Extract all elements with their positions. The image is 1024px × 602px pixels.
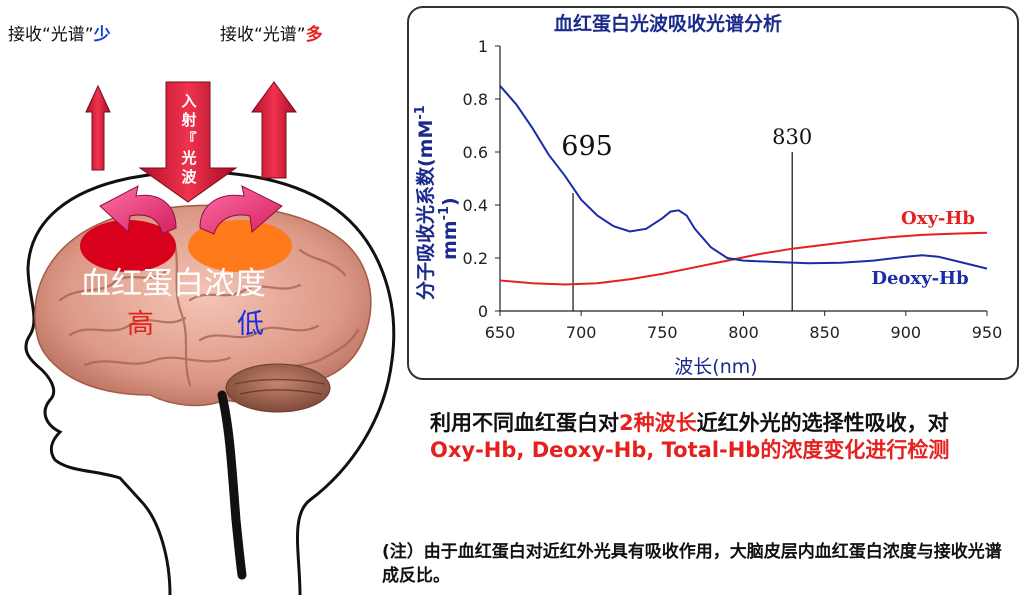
incident-char: 射 <box>181 111 197 129</box>
wavelength-marker-label: 830 <box>772 125 812 149</box>
hemoglobin-concentration-label: 血红蛋白浓度 <box>80 266 266 302</box>
y-axis-label-line2: mm-1) <box>437 197 461 260</box>
chart-marks: 695 830 Oxy-Hb Deoxy-Hb <box>499 85 988 311</box>
emitted-light-arrow-right <box>251 81 297 179</box>
label-emph-low: 少 <box>93 25 111 45</box>
description-part: 利用不同血红蛋白对 <box>430 411 619 435</box>
emitted-light-arrow-left <box>85 84 111 171</box>
incident-light-label: 入 射 『 光 波 <box>178 92 200 187</box>
series-label-deoxy-hb: Deoxy-Hb <box>871 268 968 289</box>
wavelength-marker-label: 695 <box>561 131 613 162</box>
label-receive-low: 接收“光谱”少 <box>8 20 111 45</box>
y-axis-label-text: 分子吸收光系数(mM <box>414 120 437 300</box>
y-tick-label: 0.4 <box>463 196 488 215</box>
label-prefix: 接收“光谱” <box>220 25 306 45</box>
label-prefix: 接收“光谱” <box>8 25 94 45</box>
label-receive-high: 接收“光谱”多 <box>220 20 323 45</box>
y-axis-label-sup: -1 <box>437 206 452 220</box>
high-concentration-area <box>80 220 176 272</box>
description-emph: 2种波长 <box>619 411 697 435</box>
incident-char: 光 <box>181 149 197 167</box>
x-tick-label: 900 <box>891 323 922 342</box>
chart-title: 血红蛋白光波吸收光谱分析 <box>554 12 782 35</box>
incident-char: 入 <box>181 92 197 110</box>
y-axis-label-line1: 分子吸收光系数(mM-1 <box>413 105 437 300</box>
description-text: 利用不同血红蛋白对2种波长近红外光的选择性吸收，对 Oxy-Hb, Deoxy-H… <box>430 410 1000 464</box>
x-tick-label: 950 <box>972 323 1003 342</box>
low-label: 低 <box>237 309 264 340</box>
note-text: (注）由于血红蛋白对近红外光具有吸收作用，大脑皮层内血红蛋白浓度与接收光谱成反比… <box>382 542 1002 586</box>
head-outline <box>24 170 396 596</box>
y-tick-label: 0.8 <box>463 90 488 109</box>
label-emph-high: 多 <box>305 25 323 45</box>
incident-light-arrow <box>138 81 238 203</box>
incident-char: 『 <box>181 130 197 148</box>
x-tick-label: 750 <box>647 323 678 342</box>
y-axis-label-sup: -1 <box>413 105 428 119</box>
y-tick-label: 0.2 <box>463 249 488 268</box>
cerebellum <box>225 363 331 413</box>
x-axis-label: 波长(nm) <box>674 356 757 378</box>
series-line-deoxy-hb <box>499 85 988 270</box>
description-part: 近红外光的选择性吸收，对 <box>696 411 949 435</box>
high-label: 高 <box>127 309 154 340</box>
y-tick-label: 1 <box>478 37 488 56</box>
x-tick-label: 700 <box>566 323 597 342</box>
y-tick-label: 0 <box>478 302 488 321</box>
y-tick-label: 0.6 <box>463 143 488 162</box>
x-tick-label: 650 <box>485 323 516 342</box>
brain-illustration <box>24 81 396 596</box>
y-axis-label-text: mm <box>439 220 461 260</box>
series-line-oxy-hb <box>499 231 988 286</box>
y-axis-label-close: ) <box>439 197 461 206</box>
series-label-oxy-hb: Oxy-Hb <box>901 208 975 229</box>
incident-char: 波 <box>181 168 197 186</box>
x-tick-label: 800 <box>728 323 759 342</box>
chart-axes: 650 700 750 800 850 900 950 0 0.2 0.4 0.6 0.8 1 <box>463 37 1003 342</box>
absorption-chart-panel <box>407 6 1019 380</box>
description-emph: Oxy-Hb, Deoxy-Hb, Total-Hb的浓度变化进行检测 <box>430 438 950 462</box>
brain-stem <box>217 390 247 580</box>
x-tick-label: 850 <box>809 323 840 342</box>
scattered-light-arrow-left <box>99 185 177 235</box>
scattered-light-arrow-right <box>199 185 283 235</box>
